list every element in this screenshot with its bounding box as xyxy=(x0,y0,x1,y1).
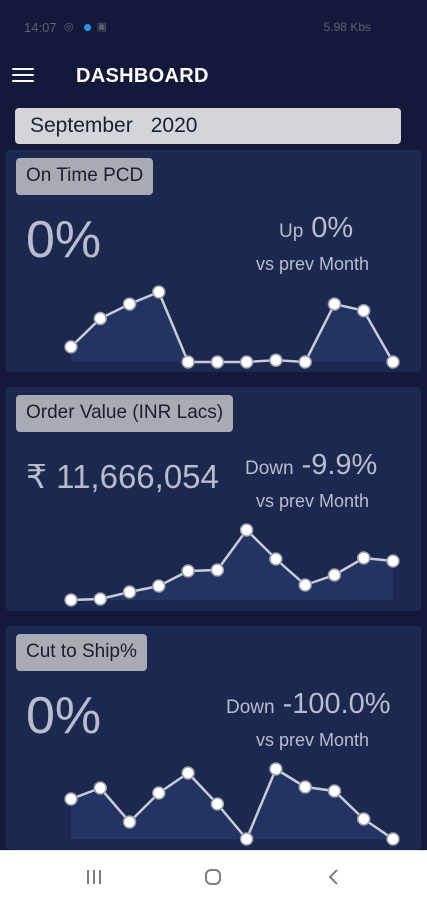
card-change: Down -9.9% xyxy=(245,449,377,482)
change-direction: Up xyxy=(279,221,304,242)
trend-point[interactable] xyxy=(181,766,195,780)
trend-area xyxy=(71,292,393,362)
trend-point[interactable] xyxy=(239,523,254,537)
trend-point[interactable] xyxy=(327,297,342,311)
notification-icon: ◎ xyxy=(64,21,78,33)
card-value: 0% xyxy=(26,687,102,745)
app-bar: DASHBOARD xyxy=(0,52,427,100)
trend-point[interactable] xyxy=(356,551,371,565)
app-dot-icon xyxy=(83,23,91,31)
trend-point[interactable] xyxy=(327,784,342,798)
network-speed: 5.98 Kbs xyxy=(323,20,371,34)
change-percent: -100.0% xyxy=(282,688,391,720)
hamburger-menu-icon[interactable] xyxy=(12,68,36,84)
trend-point[interactable] xyxy=(356,303,371,318)
system-nav-bar xyxy=(0,850,427,901)
app-icon: ▣ xyxy=(96,21,112,33)
trend-point[interactable] xyxy=(298,780,312,794)
change-percent: 0% xyxy=(311,212,354,244)
card-value: ₹ 11,666,054 xyxy=(26,458,219,495)
card-change: Up 0% xyxy=(279,212,353,245)
trend-point[interactable] xyxy=(122,585,137,599)
month-year-selector[interactable]: September 2020 xyxy=(15,108,401,144)
recent-apps-icon[interactable] xyxy=(86,868,102,891)
trend-point[interactable] xyxy=(386,355,400,369)
trend-point[interactable] xyxy=(239,832,254,846)
trend-line xyxy=(70,767,394,841)
trend-area xyxy=(71,769,393,839)
trend-point[interactable] xyxy=(122,297,137,311)
trend-sparkline xyxy=(64,523,400,607)
card-label: On Time PCD xyxy=(16,158,154,195)
comparison-label: vs prev Month xyxy=(256,254,370,274)
trend-point[interactable] xyxy=(210,563,225,577)
card-label: Cut to Ship% xyxy=(16,634,147,671)
card-change: Down -100.0% xyxy=(226,688,391,721)
trend-area xyxy=(71,530,393,600)
trend-point[interactable] xyxy=(64,340,78,354)
card-order-value[interactable]: Order Value (INR Lacs) ₹ 11,666,054 Down… xyxy=(6,387,421,611)
trend-point[interactable] xyxy=(239,355,254,369)
card-label: Order Value (INR Lacs) xyxy=(16,395,234,432)
trend-point[interactable] xyxy=(93,781,108,795)
home-icon[interactable] xyxy=(204,868,222,892)
change-direction: Down xyxy=(226,697,275,718)
comparison-label: vs prev Month xyxy=(256,491,370,511)
selected-month: September xyxy=(30,114,133,137)
trend-point[interactable] xyxy=(356,812,371,826)
trend-point[interactable] xyxy=(64,593,78,607)
trend-point[interactable] xyxy=(152,786,166,800)
back-icon[interactable] xyxy=(326,868,340,892)
trend-point[interactable] xyxy=(386,554,400,568)
trend-point[interactable] xyxy=(64,792,78,806)
trend-point[interactable] xyxy=(386,832,400,846)
comparison-label: vs prev Month xyxy=(256,730,370,750)
trend-point[interactable] xyxy=(269,353,283,367)
card-value: 0% xyxy=(26,211,102,269)
trend-point[interactable] xyxy=(152,285,166,299)
trend-point[interactable] xyxy=(269,552,283,566)
trend-point[interactable] xyxy=(181,355,195,369)
card-on-time-pcd[interactable]: On Time PCD 0% Up 0% vs prev Month xyxy=(6,150,421,372)
trend-point[interactable] xyxy=(298,578,312,592)
trend-point[interactable] xyxy=(210,797,225,811)
trend-point[interactable] xyxy=(327,568,342,582)
page-title: DASHBOARD xyxy=(76,65,209,87)
change-direction: Down xyxy=(245,458,294,479)
status-time: 14:07 xyxy=(24,20,57,35)
trend-point[interactable] xyxy=(210,355,225,369)
trend-sparkline xyxy=(64,285,400,369)
trend-point[interactable] xyxy=(152,579,166,593)
trend-sparkline xyxy=(64,762,400,846)
trend-point[interactable] xyxy=(298,355,312,369)
trend-point[interactable] xyxy=(93,311,108,326)
change-percent: -9.9% xyxy=(301,449,378,481)
trend-point[interactable] xyxy=(93,592,108,606)
card-cut-to-ship[interactable]: Cut to Ship% 0% Down -100.0% vs prev Mont… xyxy=(6,626,421,850)
status-bar: 14:07 ◎ ▣ 5.98 Kbs xyxy=(0,0,427,52)
trend-point[interactable] xyxy=(269,762,283,776)
status-icons: ◎ ▣ xyxy=(64,20,111,33)
selected-year: 2020 xyxy=(150,114,198,137)
trend-point[interactable] xyxy=(122,815,137,829)
trend-point[interactable] xyxy=(181,564,195,578)
